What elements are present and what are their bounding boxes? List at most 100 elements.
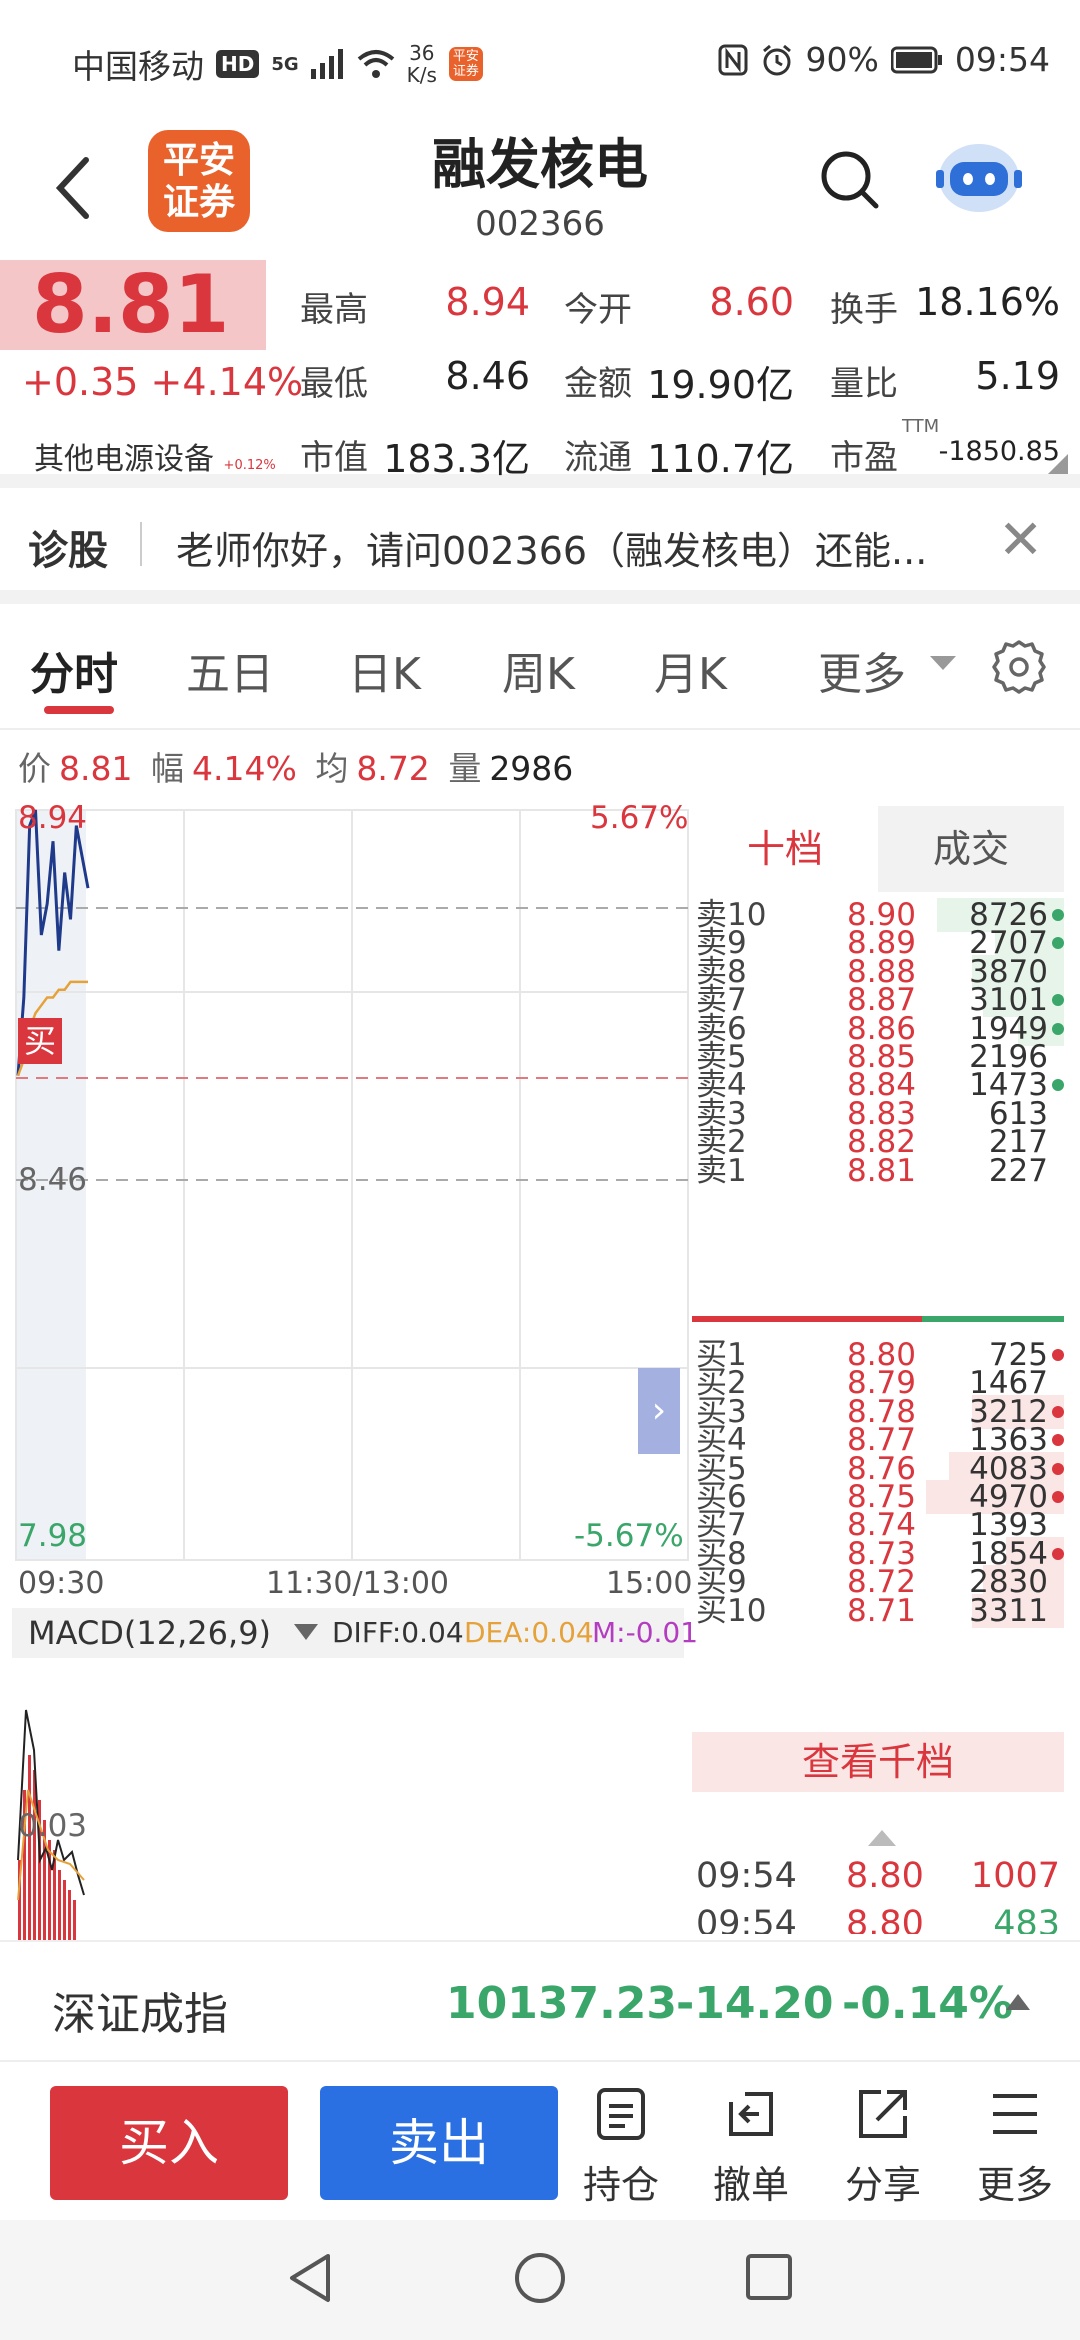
nfc-icon: [718, 44, 748, 75]
nav-back-icon[interactable]: [284, 2250, 336, 2306]
level-label: 卖6: [696, 1010, 747, 1047]
nav-recents-icon[interactable]: [744, 2252, 794, 2302]
trade-volume: 483: [993, 1904, 1060, 1934]
tab-weekly-k[interactable]: 周K: [502, 649, 575, 700]
position-button[interactable]: 持仓: [566, 2084, 676, 2209]
level-price: 8.76: [846, 1450, 916, 1487]
y-axis-top: 8.94: [18, 800, 88, 836]
ask-level-row[interactable]: 卖6 8.86 1949: [692, 1008, 1064, 1050]
level-price: 8.71: [846, 1592, 916, 1629]
level-price: 8.87: [846, 982, 916, 1019]
ask-level-row[interactable]: 卖8 8.88 3870: [692, 951, 1064, 993]
diagnose-bar[interactable]: 诊股 老师你好，请问002366（融发核电）还能... ✕: [0, 488, 1080, 604]
tab-daily-k[interactable]: 日K: [348, 649, 421, 700]
volume-bar: [937, 898, 1064, 932]
float-value: 110.7亿: [647, 437, 794, 481]
network-type: 5G: [271, 53, 299, 75]
buy-marker[interactable]: 买: [18, 1018, 62, 1064]
view-more-levels-button[interactable]: 查看千档: [692, 1732, 1064, 1792]
macd-header[interactable]: MACD(12,26,9) DIFF:0.04 DEA:0.04 M:-0.01: [12, 1608, 698, 1658]
tab-intraday[interactable]: 分时: [30, 649, 118, 700]
vol-ratio-value: 5.19: [975, 354, 1060, 398]
bid-level-row[interactable]: 买6 8.75 4970: [692, 1476, 1064, 1518]
pct-value: 4.14%: [191, 749, 297, 788]
tab-more[interactable]: 更多: [818, 649, 906, 700]
index-name: 深证成指: [52, 1989, 228, 2040]
cancel-order-button[interactable]: 撤单: [696, 2084, 806, 2209]
vol-label: 量: [448, 749, 482, 788]
collapse-up-icon[interactable]: [868, 1830, 896, 1846]
order-book-tabs: 十档 成交: [692, 806, 1064, 892]
level-price: 8.84: [846, 1067, 916, 1104]
tab-trades[interactable]: 成交: [878, 806, 1064, 892]
macd-diff-line: [17, 1709, 85, 1896]
search-icon[interactable]: [818, 148, 882, 212]
level-price: 8.83: [846, 1095, 916, 1132]
nav-home-icon[interactable]: [512, 2250, 568, 2306]
macd-bar: [53, 1850, 56, 1940]
share-button[interactable]: 分享: [828, 2084, 938, 2209]
sector-link[interactable]: 其他电源设备 +0.12%: [34, 442, 276, 477]
ask-level-row[interactable]: 卖4 8.84 1473: [692, 1064, 1064, 1106]
expand-arrow-icon[interactable]: ›: [638, 1368, 680, 1454]
chevron-down-icon[interactable]: [930, 656, 956, 670]
bid-level-row[interactable]: 买8 8.73 1854: [692, 1533, 1064, 1575]
sell-button[interactable]: 卖出: [320, 2086, 558, 2200]
status-bar: 中国移动 HD 5G 36 K/s 平安证券 90% 09:54: [0, 0, 1080, 120]
ask-level-row[interactable]: 卖3 8.83 613: [692, 1093, 1064, 1135]
mcap-label: 市值: [300, 438, 368, 478]
tab-five-day[interactable]: 五日: [186, 649, 274, 700]
level-price: 8.82: [846, 1124, 916, 1161]
change-dot: [1052, 1079, 1064, 1092]
buy-button[interactable]: 买入: [50, 2086, 288, 2200]
time-end: 15:00: [606, 1566, 693, 1601]
stock-name: 融发核电: [432, 133, 648, 196]
ask-level-row[interactable]: 卖10 8.90 8726: [692, 894, 1064, 936]
pct-axis-bottom: -5.67%: [574, 1518, 684, 1554]
level-price: 8.89: [846, 925, 916, 962]
robot-assistant-icon[interactable]: [932, 136, 1026, 216]
ask-level-row[interactable]: 卖7 8.87 3101: [692, 979, 1064, 1021]
ask-level-row[interactable]: 卖5 8.85 2196: [692, 1036, 1064, 1078]
intraday-chart[interactable]: 8.94 8.46 7.98 5.67% -5.67% 买 › 09:30 11…: [0, 800, 698, 1940]
more-button[interactable]: 更多: [960, 2084, 1070, 2209]
bid-level-row[interactable]: 买3 8.78 3212: [692, 1391, 1064, 1433]
macd-axis-label: 0.03: [18, 1808, 88, 1844]
chart-tabs: 分时 五日 日K 周K 月K 更多: [0, 618, 1080, 730]
expand-up-icon[interactable]: [1006, 1994, 1030, 2010]
turnover-value: 18.16%: [915, 280, 1060, 324]
level-price: 8.77: [846, 1422, 916, 1459]
bid-level-row[interactable]: 买10 8.71 3311: [692, 1590, 1064, 1632]
carrier: 中国移动: [72, 47, 204, 86]
price-value: 8.81: [59, 749, 133, 788]
tab-monthly-k[interactable]: 月K: [654, 649, 727, 700]
back-arrow-icon[interactable]: [40, 148, 110, 228]
trade-price: 8.80: [846, 1904, 924, 1934]
avg-label: 均: [315, 749, 349, 788]
dropdown-icon[interactable]: [294, 1624, 318, 1640]
level-volume: 1949: [969, 1010, 1048, 1047]
price-label: 价: [18, 749, 51, 788]
gear-icon[interactable]: [990, 638, 1048, 696]
change-dot: [1052, 994, 1064, 1007]
battery-icon: [890, 46, 942, 73]
macd-dea: DEA:0.04: [464, 1616, 594, 1649]
low-value: 8.46: [445, 354, 530, 398]
app-logo: 平安 证券: [148, 130, 250, 232]
tab-ten-levels[interactable]: 十档: [692, 806, 878, 892]
level-label: 卖2: [696, 1124, 747, 1161]
ask-level-row[interactable]: 卖1 8.81 227: [692, 1150, 1064, 1192]
macd-bar: [28, 1755, 31, 1940]
volume-bar: [972, 1593, 1064, 1628]
close-icon[interactable]: ✕: [998, 508, 1044, 571]
level-label: 卖9: [696, 925, 747, 962]
level-price: 8.79: [846, 1365, 916, 1402]
amount-value: 19.90亿: [647, 363, 794, 407]
bid-level-row[interactable]: 买1 8.80 725: [692, 1334, 1064, 1376]
level-label: 卖8: [696, 953, 747, 990]
expand-corner-icon[interactable]: [1048, 454, 1068, 474]
diagnose-question[interactable]: 老师你好，请问002366（融发核电）还能...: [176, 529, 928, 573]
ask-level-row[interactable]: 卖2 8.82 217: [692, 1121, 1064, 1163]
index-bar[interactable]: 深证成指 10137.23 -14.20 -0.14%: [0, 1940, 1080, 2062]
level-price: 8.72: [846, 1564, 916, 1601]
